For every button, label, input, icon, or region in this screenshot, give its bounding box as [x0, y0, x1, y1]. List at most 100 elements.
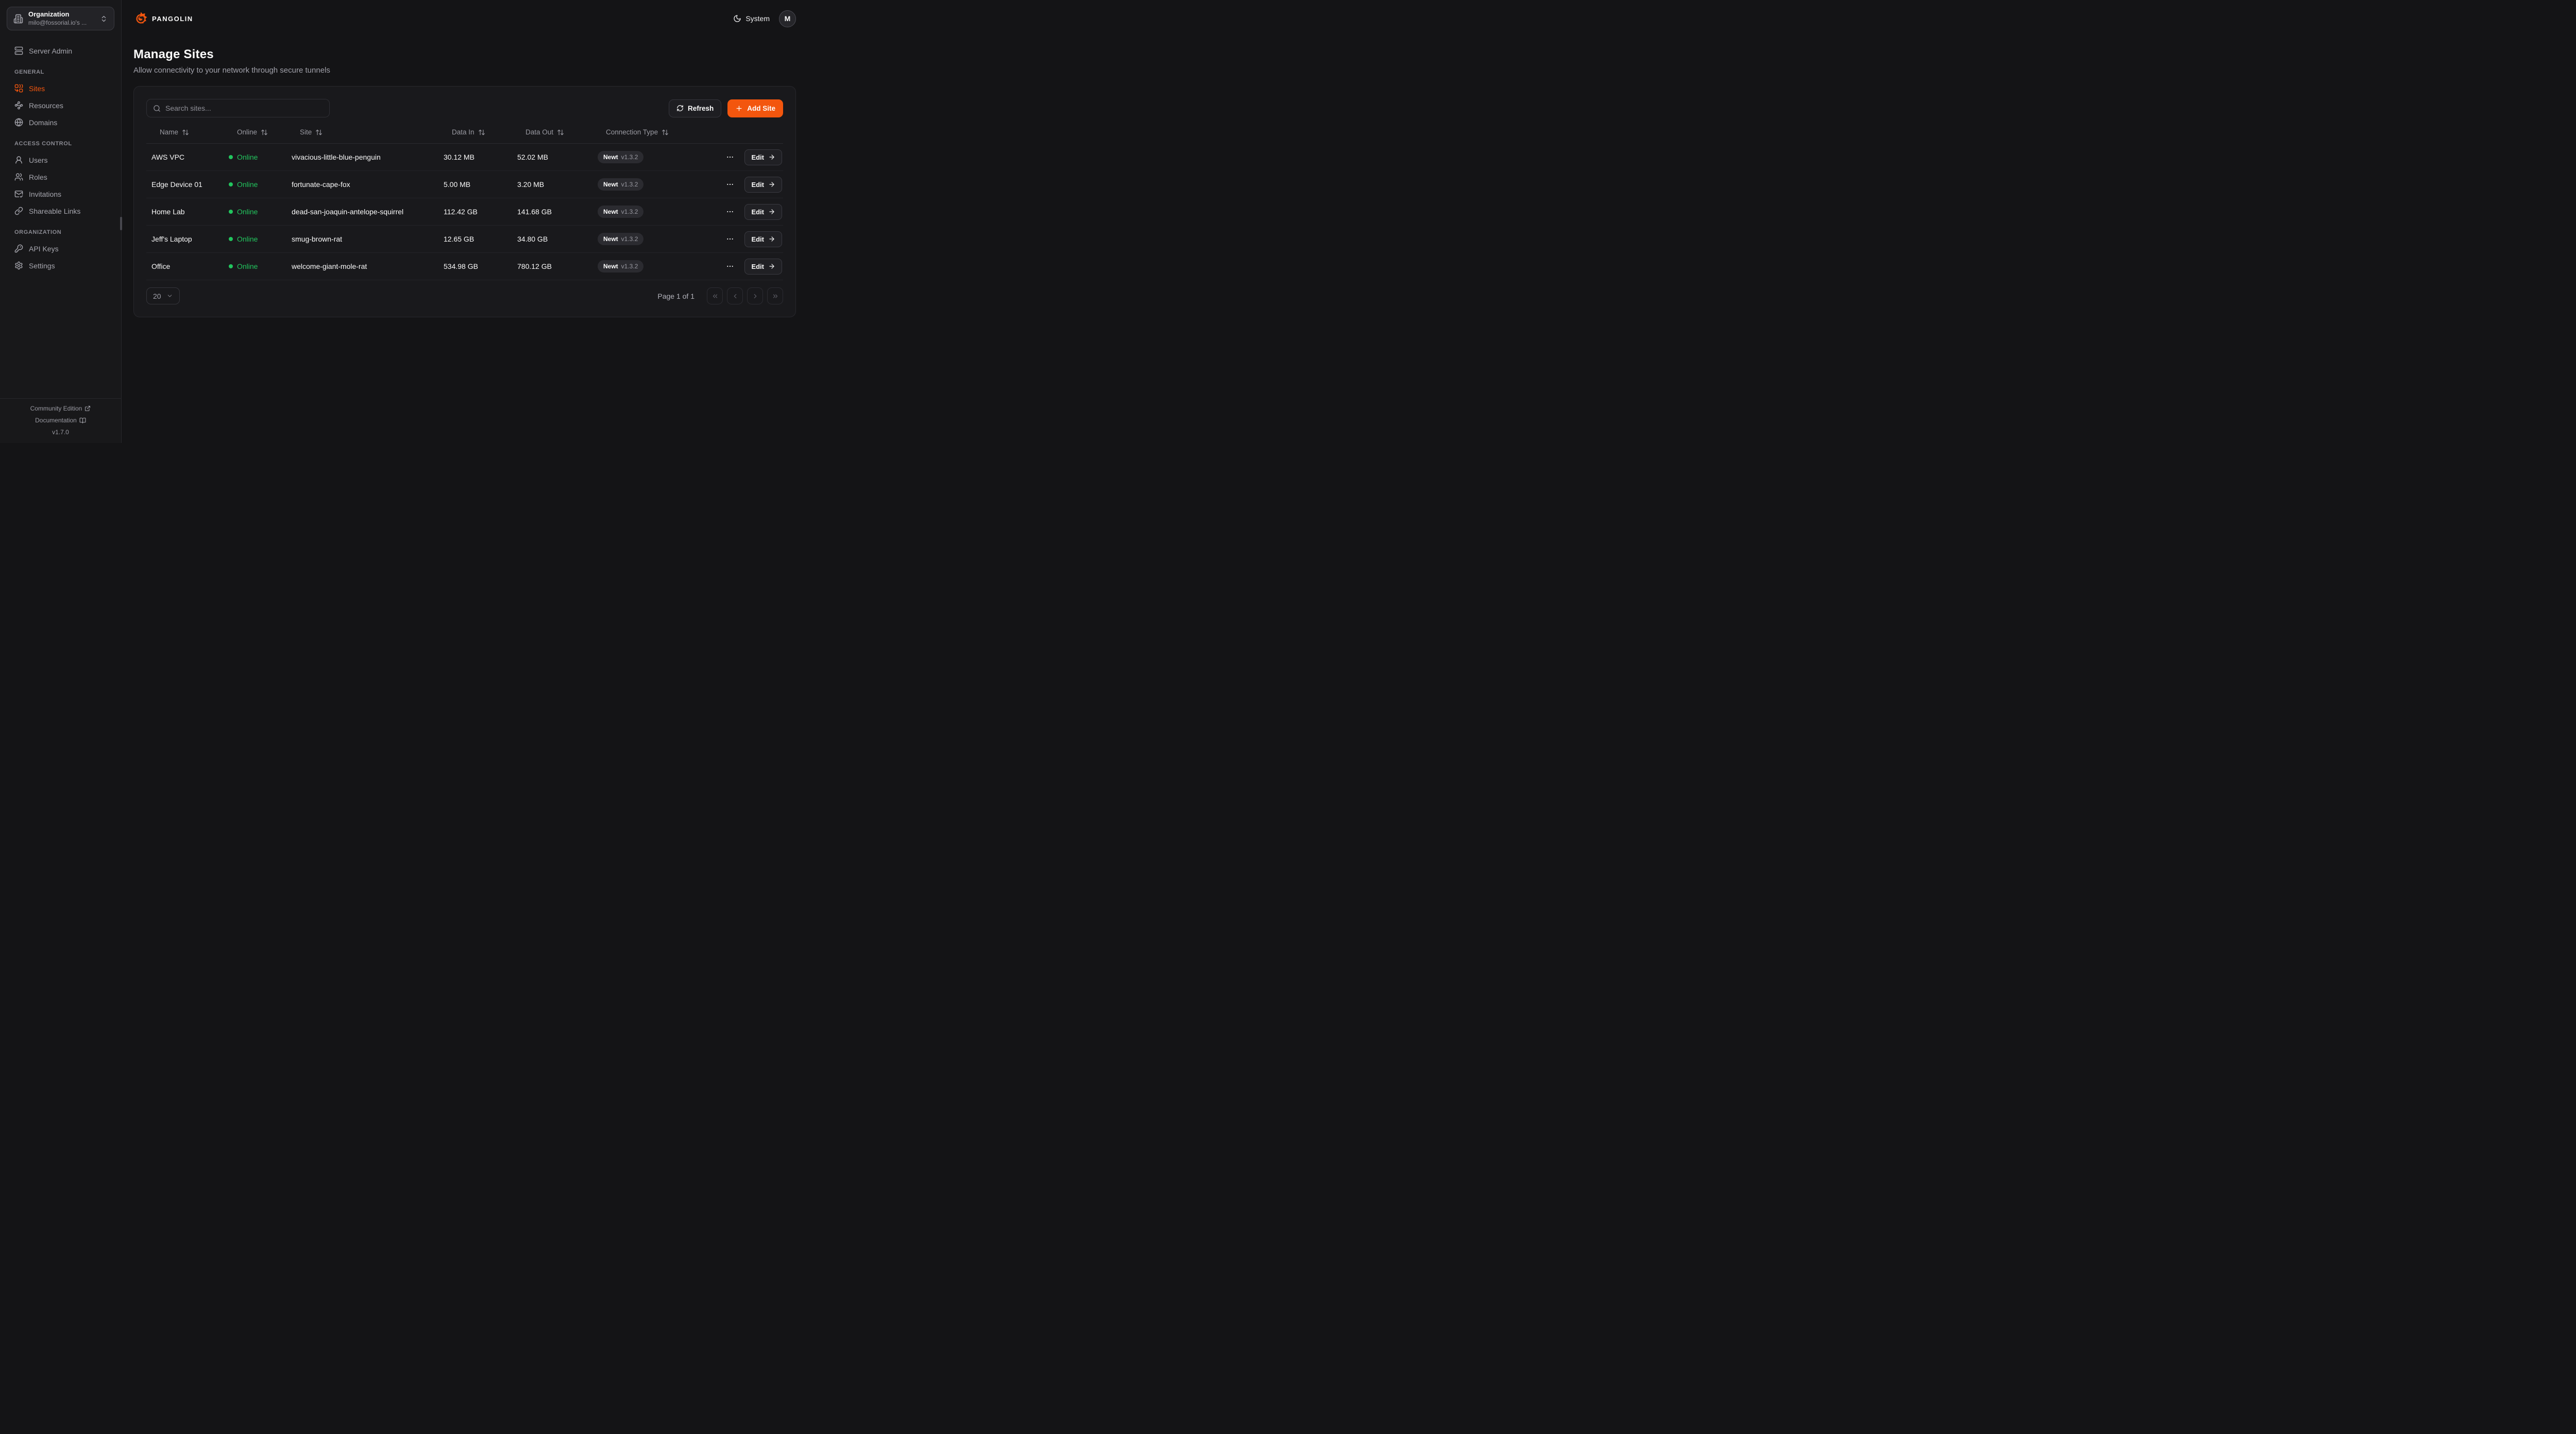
online-status-cell: Online: [224, 235, 286, 243]
arrow-right-icon: [768, 153, 775, 161]
data-out-cell: 34.80 GB: [517, 235, 548, 243]
sort-arrows-icon: [662, 129, 669, 136]
edit-site-button[interactable]: Edit: [744, 258, 782, 275]
sidebar-item-label: Resources: [29, 101, 63, 110]
connection-type-name: Newt: [603, 153, 618, 161]
sidebar: Organization milo@fossorial.io's ... Ser…: [0, 0, 122, 443]
documentation-link[interactable]: Documentation: [35, 417, 86, 424]
sort-arrows-icon: [315, 129, 323, 136]
edit-label: Edit: [751, 262, 764, 270]
column-header-site[interactable]: Site: [286, 128, 438, 136]
site-name-cell: Home Lab: [151, 208, 185, 216]
sidebar-resize-handle[interactable]: [120, 217, 122, 230]
first-page-button[interactable]: [707, 287, 723, 304]
row-menu-button[interactable]: [724, 206, 736, 218]
sidebar-item-users[interactable]: Users: [0, 151, 121, 168]
row-menu-button[interactable]: [724, 178, 736, 191]
community-edition-link[interactable]: Community Edition: [30, 405, 91, 412]
sidebar-nav: Server Admin GENERAL Sites Resources Domain…: [0, 37, 121, 398]
combine-icon: [14, 84, 23, 93]
online-dot-icon: [229, 264, 233, 268]
community-edition-label: Community Edition: [30, 405, 82, 412]
column-header-name[interactable]: Name: [146, 128, 224, 136]
topbar-right: System M: [733, 10, 796, 27]
page-head: Manage Sites Allow connectivity to your …: [122, 37, 808, 75]
refresh-icon: [676, 105, 684, 112]
row-menu-button[interactable]: [724, 151, 736, 163]
chevrons-left-icon: [713, 294, 717, 298]
edit-site-button[interactable]: Edit: [744, 203, 782, 220]
table-row: Office Online welcome-giant-mole-rat 534.98…: [146, 253, 783, 280]
edit-site-button[interactable]: Edit: [744, 176, 782, 193]
edit-site-button[interactable]: Edit: [744, 149, 782, 165]
sidebar-item-label: API Keys: [29, 244, 59, 253]
data-in-cell: 5.00 MB: [444, 180, 471, 189]
ellipsis-icon: [726, 153, 734, 161]
sidebar-item-invitations[interactable]: Invitations: [0, 185, 121, 202]
column-header-online[interactable]: Online: [224, 128, 286, 136]
search-input[interactable]: [165, 104, 323, 112]
users-icon: [14, 173, 23, 181]
chevrons-up-down-icon: [100, 15, 108, 23]
row-actions: Edit: [712, 203, 783, 220]
connection-type-version: v1.3.2: [621, 235, 638, 243]
page-info: Page 1 of 1: [657, 292, 694, 300]
last-page-button[interactable]: [767, 287, 783, 304]
page-size-value: 20: [153, 292, 161, 300]
table-body: AWS VPC Online vivacious-little-blue-pengu…: [146, 144, 783, 280]
brand-name: PANGOLIN: [152, 14, 193, 23]
avatar[interactable]: M: [779, 10, 796, 27]
table-row: Edge Device 01 Online fortunate-cape-fox 5.…: [146, 171, 783, 198]
online-status-cell: Online: [224, 262, 286, 270]
search-box: [146, 99, 330, 117]
sort-arrows-icon: [182, 129, 189, 136]
prev-page-button[interactable]: [727, 287, 743, 304]
arrow-right-icon: [768, 263, 775, 270]
add-site-button[interactable]: Add Site: [727, 99, 783, 117]
sidebar-item-server-admin[interactable]: Server Admin: [0, 42, 121, 59]
column-header-label: Connection Type: [606, 128, 658, 136]
sidebar-section-organization: ORGANIZATION API Keys Settings: [0, 229, 121, 274]
site-name-cell: AWS VPC: [151, 153, 185, 161]
user-icon: [14, 156, 23, 164]
column-header-data-in[interactable]: Data In: [438, 128, 512, 136]
pager: [707, 287, 783, 304]
building-icon: [13, 14, 23, 24]
site-name-cell: Edge Device 01: [151, 180, 202, 189]
edit-label: Edit: [751, 235, 764, 243]
row-menu-button[interactable]: [724, 260, 736, 272]
connection-type-version: v1.3.2: [621, 181, 638, 188]
sidebar-section-general: GENERAL Sites Resources Domains: [0, 69, 121, 131]
mail-check-icon: [14, 190, 23, 198]
column-header-connection-type[interactable]: Connection Type: [592, 128, 712, 136]
sidebar-item-label: Sites: [29, 84, 45, 93]
search-icon: [153, 105, 161, 112]
connection-type-version: v1.3.2: [621, 153, 638, 161]
row-actions: Edit: [712, 176, 783, 193]
connection-type-name: Newt: [603, 181, 618, 188]
sidebar-item-roles[interactable]: Roles: [0, 168, 121, 185]
edit-site-button[interactable]: Edit: [744, 231, 782, 247]
sidebar-item-api-keys[interactable]: API Keys: [0, 240, 121, 257]
brand[interactable]: PANGOLIN: [133, 11, 193, 26]
chevrons-right-icon: [773, 294, 777, 298]
card-toolbar: Refresh Add Site: [146, 99, 783, 117]
topbar: PANGOLIN System M: [122, 0, 808, 37]
online-status-label: Online: [237, 262, 258, 270]
add-site-label: Add Site: [747, 104, 775, 112]
sidebar-item-sites[interactable]: Sites: [0, 80, 121, 97]
online-dot-icon: [229, 155, 233, 159]
data-out-cell: 141.68 GB: [517, 208, 552, 216]
org-selector[interactable]: Organization milo@fossorial.io's ...: [7, 7, 114, 30]
column-header-data-out[interactable]: Data Out: [512, 128, 592, 136]
theme-toggle[interactable]: System: [733, 14, 770, 23]
sidebar-item-resources[interactable]: Resources: [0, 97, 121, 114]
sidebar-item-settings[interactable]: Settings: [0, 257, 121, 274]
refresh-button[interactable]: Refresh: [668, 99, 722, 117]
sidebar-item-domains[interactable]: Domains: [0, 114, 121, 131]
row-menu-button[interactable]: [724, 233, 736, 245]
page-size-select[interactable]: 20: [146, 287, 180, 304]
sidebar-item-shareable-links[interactable]: Shareable Links: [0, 202, 121, 219]
arrow-right-icon: [768, 235, 775, 243]
next-page-button[interactable]: [747, 287, 763, 304]
